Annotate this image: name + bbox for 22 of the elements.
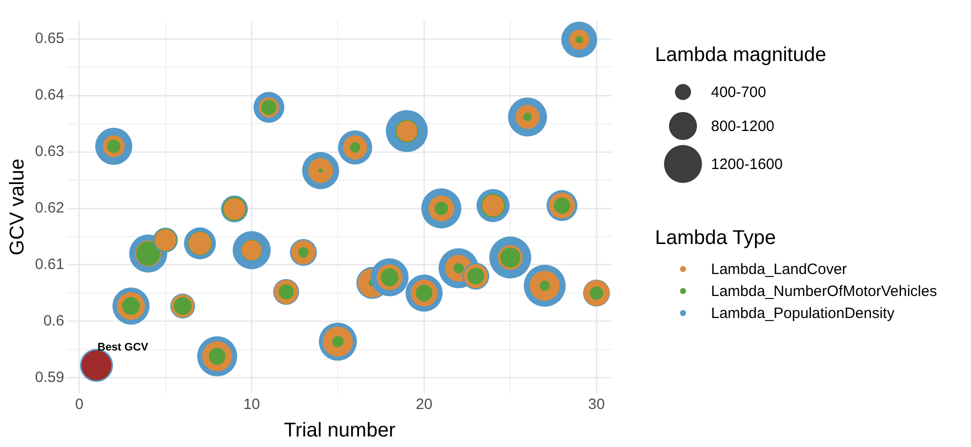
x-tick-label: 20 <box>416 396 432 414</box>
legend-title: Lambda Type <box>655 227 777 250</box>
annotation: Best GCV <box>98 341 149 354</box>
y-tick-label: 0.62 <box>34 200 64 217</box>
legend-label: 1200-1600 <box>711 156 783 173</box>
y-tick-label: 0.65 <box>34 30 64 48</box>
legend-label: 800-1200 <box>711 118 774 134</box>
x-tick-label: 10 <box>243 396 260 414</box>
text: Lambda magnitude <box>655 44 828 67</box>
y-tick-label: 0.6 <box>43 312 64 330</box>
y-tick-label: 0.63 <box>34 143 64 160</box>
legend-label: Lambda_PopulationDensity <box>711 304 894 322</box>
legend-label: 400-700 <box>711 84 766 100</box>
y-tick-label: 0.59 <box>34 368 64 386</box>
legend-label: Lambda_NumberOfMotorVehicles <box>711 282 937 300</box>
x-tick-label: 30 <box>588 396 605 414</box>
x-axis-title: Trial number <box>284 420 396 442</box>
y-axis-title: GCV value <box>6 158 29 256</box>
x-tick-label: 0 <box>75 396 84 414</box>
legend-label: Lambda_LandCover <box>711 260 847 278</box>
y-tick-label: 0.64 <box>34 86 64 104</box>
y-tick-label: 0.61 <box>34 256 64 273</box>
